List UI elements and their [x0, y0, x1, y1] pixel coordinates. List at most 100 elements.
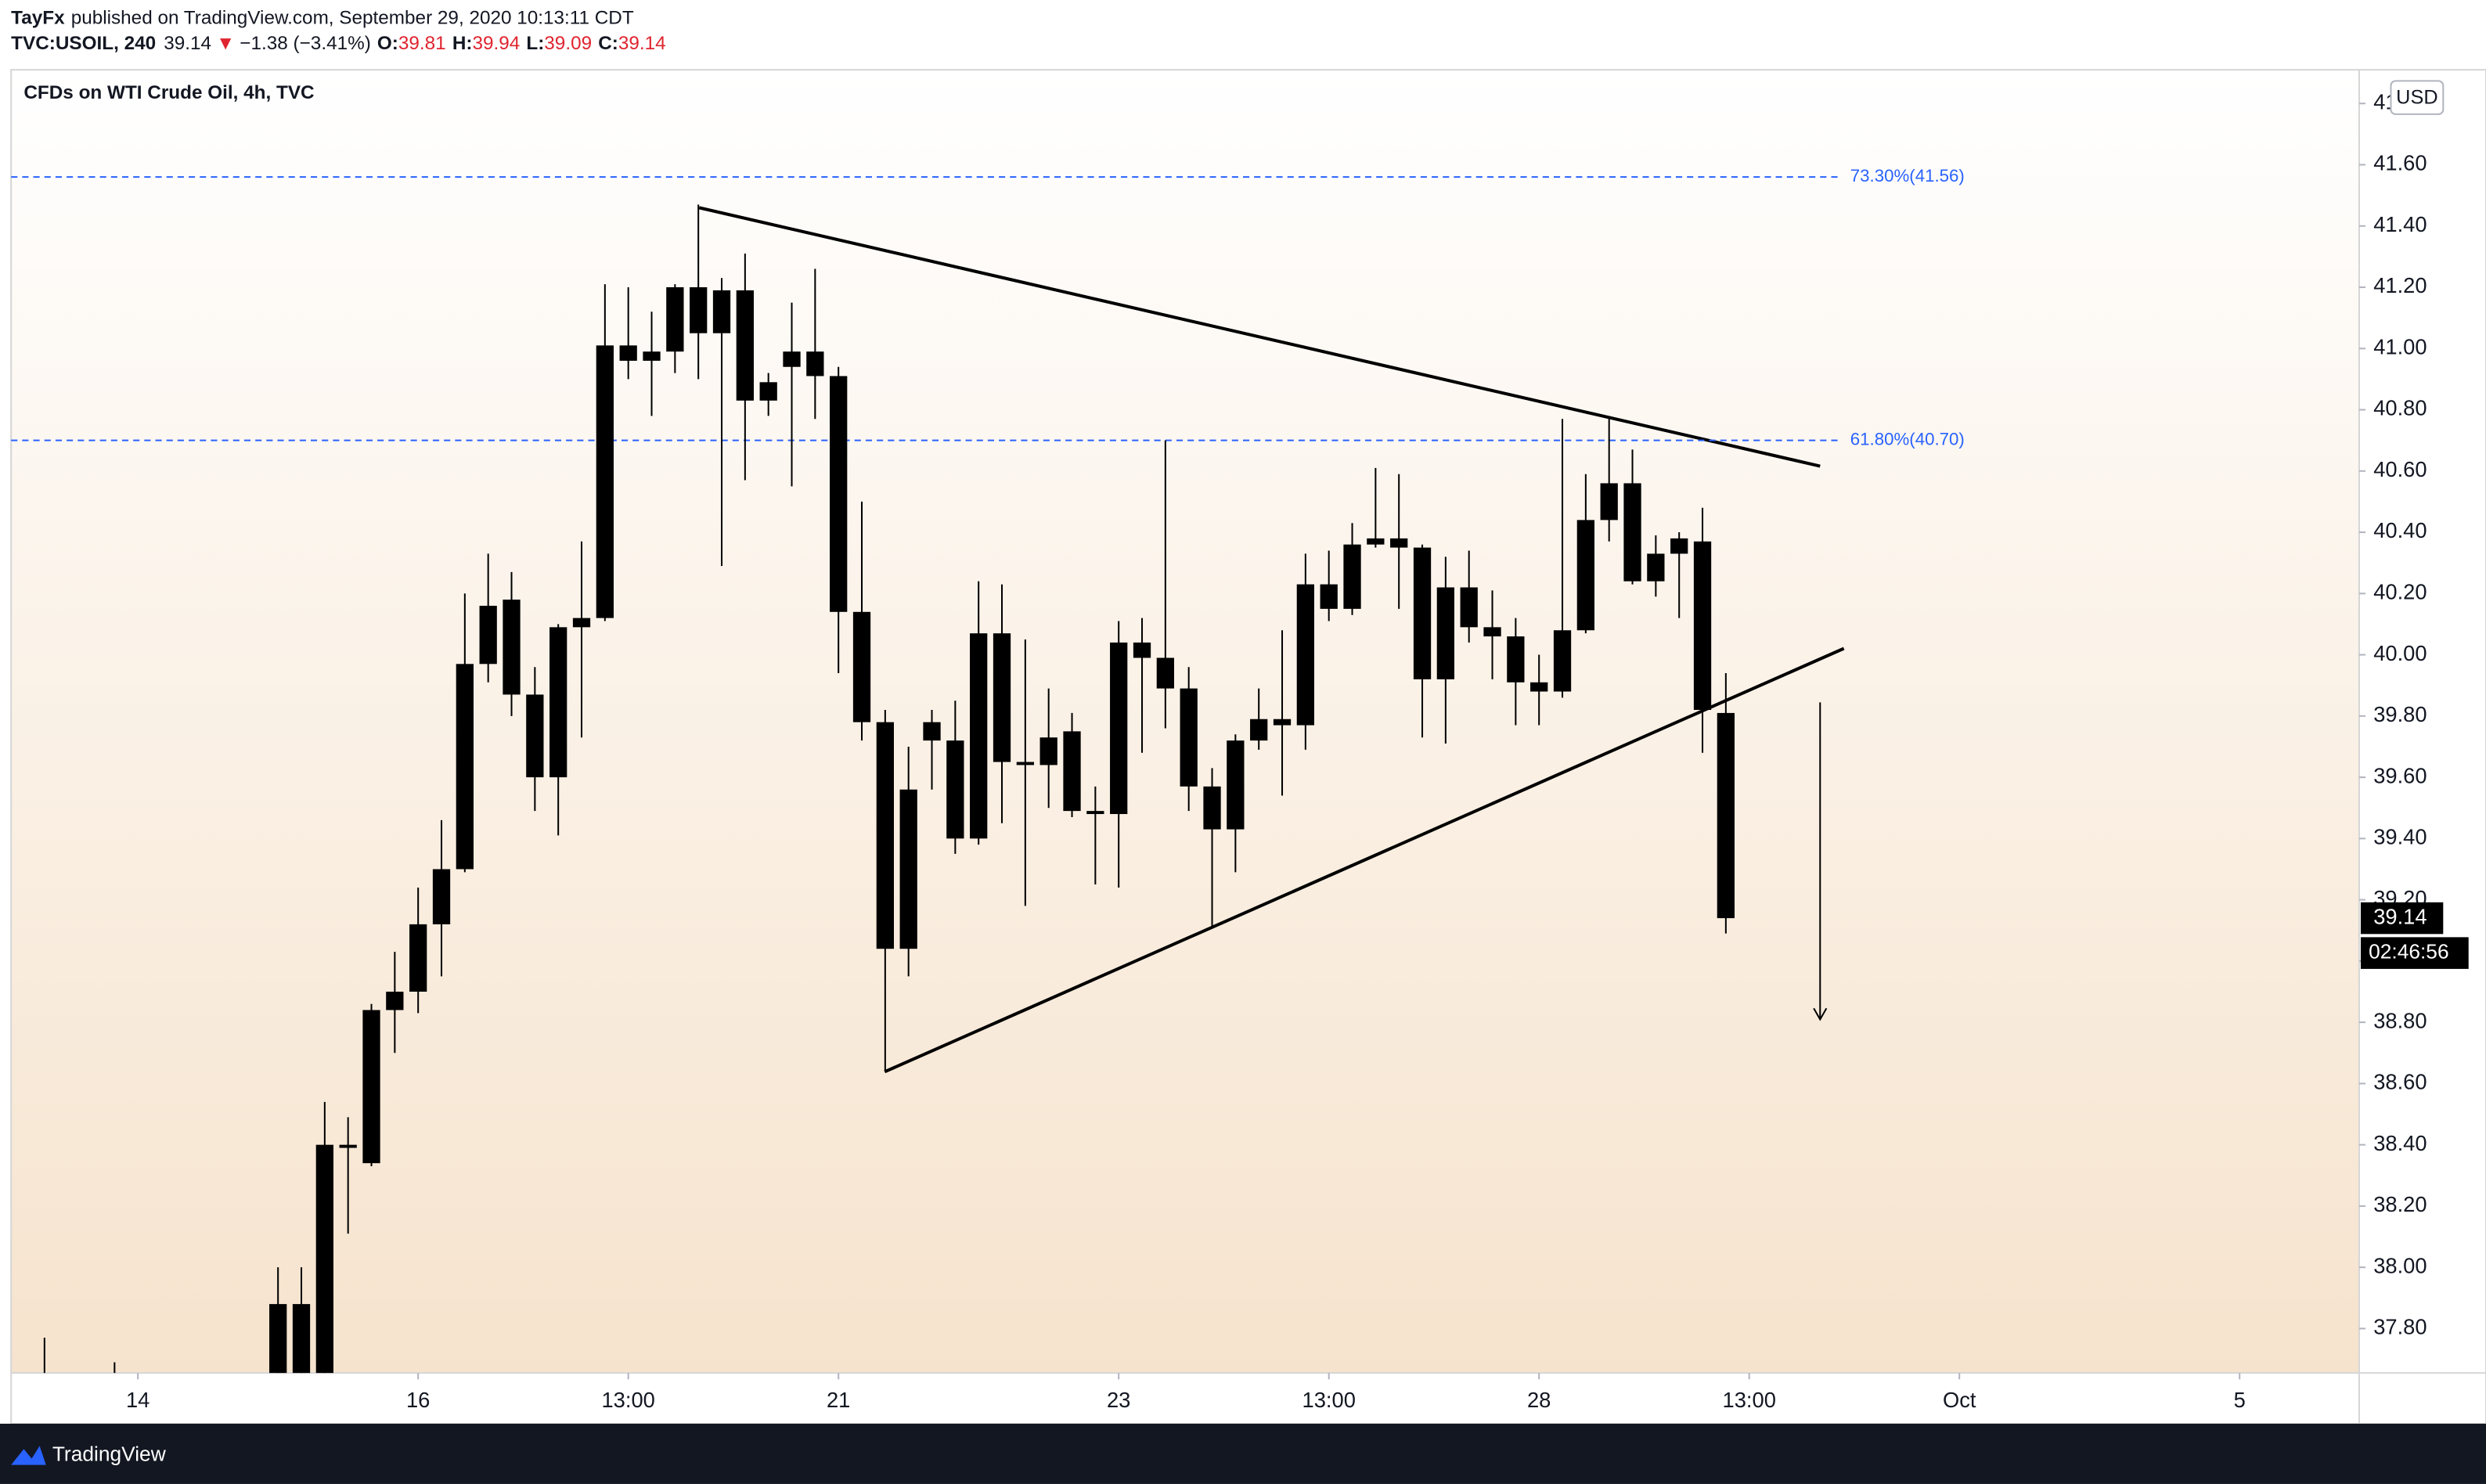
candle-body — [479, 605, 497, 665]
published: published on TradingView.com, September … — [71, 8, 634, 29]
last-price-label: 39.14 — [2373, 904, 2427, 928]
y-tick-label: 38.80 — [2373, 1008, 2427, 1032]
candle-body — [1343, 544, 1361, 609]
y-tick-label: 40.20 — [2373, 580, 2427, 604]
brand: TradingView — [52, 1442, 167, 1465]
candle-body — [1483, 627, 1501, 637]
ohlc-key: C: — [598, 33, 618, 54]
logo-shape — [11, 1446, 46, 1465]
y-tick-label: 39.60 — [2373, 763, 2427, 787]
candle-body — [549, 627, 567, 778]
candle-body — [1647, 553, 1665, 582]
candle-body — [1600, 483, 1618, 520]
y-tick-label: 38.60 — [2373, 1070, 2427, 1094]
change: −1.38 (−3.41%) — [240, 33, 370, 54]
chart-title: CFDs on WTI Crude Oil, 4h, TVC — [23, 82, 314, 103]
price: 39.14 — [164, 33, 211, 54]
symbol-line: TVC:USOIL, 240 39.14 ▼ −1.38 (−3.41%) O:39.8… — [11, 33, 666, 54]
candle-body — [1530, 682, 1548, 692]
change-arrow: ▼ — [216, 33, 235, 54]
ohlc-key: O: — [377, 33, 398, 54]
y-tick-label: 38.20 — [2373, 1192, 2427, 1216]
candle-body — [1273, 719, 1292, 726]
candle-body — [993, 633, 1011, 762]
y-tick-label: 38.00 — [2373, 1253, 2427, 1277]
candle-body — [1576, 520, 1595, 631]
x-tick-label: 5 — [2234, 1388, 2246, 1412]
x-tick-label: 21 — [827, 1388, 850, 1412]
x-tick-label: 23 — [1107, 1388, 1130, 1412]
symbol: TVC:USOIL, 240 — [11, 33, 156, 54]
y-tick-label: 41.60 — [2373, 151, 2427, 175]
candle-body — [1553, 630, 1572, 692]
y-tick-label: 40.40 — [2373, 518, 2427, 542]
candle-body — [690, 287, 708, 333]
candle-body — [1670, 538, 1688, 554]
candle-body — [432, 869, 451, 924]
y-tick-label: 39.80 — [2373, 702, 2427, 726]
ohlc-key: H: — [452, 33, 473, 54]
x-tick-label: 16 — [406, 1388, 430, 1412]
candle-body — [1320, 584, 1338, 609]
y-tick-label: 41.00 — [2373, 334, 2427, 358]
candle-body — [923, 722, 941, 741]
candle-body — [339, 1144, 357, 1148]
candle-body — [292, 1304, 311, 1374]
candle-body — [783, 351, 801, 367]
candle-body — [1133, 642, 1151, 658]
y-tick-label: 41.20 — [2373, 273, 2427, 297]
candle-body — [1693, 541, 1712, 710]
candle-body — [1623, 483, 1641, 582]
candles — [43, 204, 1735, 1374]
candle-body — [503, 600, 521, 695]
candle-body — [899, 789, 917, 949]
candle-body — [1063, 731, 1081, 812]
candle-body — [386, 991, 404, 1010]
publish-line: TayFx published on TradingView.com, Septe… — [11, 8, 634, 29]
x-tick-label: 14 — [126, 1388, 150, 1412]
candle-body — [970, 633, 988, 839]
candle-body — [596, 345, 614, 618]
candle-body — [736, 290, 754, 401]
candle-body — [526, 694, 544, 778]
candle-body — [1296, 584, 1315, 726]
candle-body — [876, 722, 894, 949]
candle-body — [1507, 636, 1525, 683]
y-tick-label: 41.40 — [2373, 212, 2427, 236]
ohlc-value: 39.81 — [398, 33, 446, 54]
y-tick-label: 39.40 — [2373, 825, 2427, 849]
candle-body — [852, 611, 871, 722]
candle-body — [456, 664, 474, 870]
candle-body — [1086, 811, 1104, 815]
candle-body — [1203, 786, 1221, 830]
candle-body — [946, 740, 964, 839]
candle-body — [1180, 688, 1198, 787]
candle-body — [362, 1010, 380, 1164]
level-label: 61.80%(40.70) — [1850, 430, 1965, 449]
candle-body — [409, 924, 427, 992]
candle-body — [830, 376, 848, 612]
candle-body — [619, 345, 637, 361]
x-tick-label: 13:00 — [1723, 1388, 1776, 1412]
currency-badge — [2390, 80, 2445, 115]
candle-body — [806, 351, 824, 376]
x-tick-label: 28 — [1527, 1388, 1551, 1412]
candle-body — [1390, 538, 1408, 548]
candle-body — [315, 1144, 333, 1374]
countdown-label: 02:46:56 — [2369, 940, 2448, 964]
y-tick-label: 40.00 — [2373, 641, 2427, 665]
y-tick-label: 37.80 — [2373, 1315, 2427, 1339]
candle-body — [712, 290, 731, 333]
support-trendline — [884, 647, 1845, 1074]
ohlc-key: L: — [526, 33, 544, 54]
ohlc-value: 39.14 — [618, 33, 666, 54]
candle-body — [1413, 547, 1432, 679]
drawings — [698, 206, 1845, 1074]
y-tick-label: 40.60 — [2373, 457, 2427, 481]
candle-body — [572, 618, 591, 628]
currency-label: USD — [2396, 86, 2437, 108]
author: TayFx — [11, 8, 65, 29]
candle-body — [643, 351, 661, 361]
ohlc-value: 39.94 — [472, 33, 520, 54]
